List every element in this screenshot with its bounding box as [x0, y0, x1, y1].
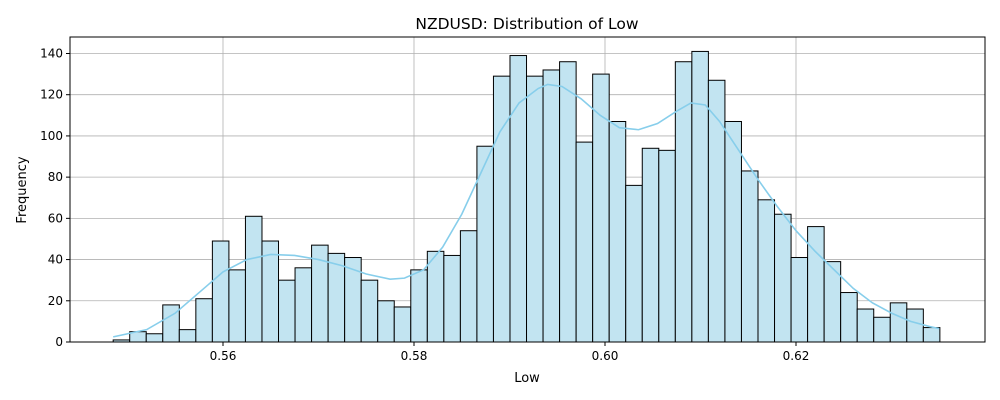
histogram-bar	[840, 292, 858, 343]
histogram-bar	[178, 329, 197, 343]
histogram-bar	[244, 215, 263, 343]
histogram-bar	[377, 300, 395, 343]
y-tick-label: 80	[48, 170, 63, 184]
histogram-bar	[873, 316, 891, 343]
histogram-bar	[658, 149, 676, 343]
x-axis-label: Low	[514, 371, 540, 386]
histogram-bar	[608, 120, 627, 343]
chart-title: NZDUSD: Distribution of Low	[415, 15, 638, 33]
histogram-bar	[145, 333, 164, 343]
histogram-bar	[856, 308, 875, 343]
y-tick-label: 100	[40, 129, 63, 143]
histogram-bar	[526, 75, 544, 343]
histogram-bar	[807, 226, 825, 343]
histogram-bar	[641, 147, 660, 343]
histogram-bar	[740, 170, 759, 343]
y-tick-label: 20	[48, 294, 63, 308]
histogram-bar	[211, 240, 230, 343]
histogram-bars	[112, 50, 941, 343]
histogram-bar	[360, 279, 379, 343]
histogram-bar	[542, 69, 561, 343]
y-tick-label: 120	[40, 88, 63, 102]
x-tick-label: 0.58	[401, 349, 428, 363]
histogram-bar	[443, 254, 461, 343]
histogram-bar	[162, 304, 180, 343]
histogram-bar	[790, 257, 809, 343]
y-tick-label: 0	[55, 335, 63, 349]
histogram-bar	[906, 308, 924, 343]
histogram-bar	[228, 269, 246, 343]
histogram-bar	[492, 75, 511, 343]
histogram-bar	[410, 269, 428, 343]
x-tick-label: 0.56	[210, 349, 237, 363]
histogram-bar	[294, 267, 313, 343]
histogram-bar	[592, 73, 610, 343]
kde-curve	[113, 83, 940, 338]
y-axis-label: Frequency	[15, 156, 30, 223]
histogram-bar	[559, 61, 577, 343]
histogram-bar	[757, 199, 776, 343]
histogram-bar	[707, 79, 726, 343]
histogram-bar	[724, 120, 742, 343]
histogram-bar	[278, 279, 296, 343]
y-tick-label: 60	[48, 211, 63, 225]
histogram-bar	[691, 50, 709, 343]
x-tick-label: 0.62	[783, 349, 810, 363]
axis-ticks: 0.56 0.58 0.60 0.62 0 20 40 60 80 100 120 140	[40, 46, 809, 363]
histogram-bar	[774, 213, 792, 343]
histogram-bar	[575, 141, 594, 343]
histogram-bar	[889, 302, 908, 343]
histogram-bar	[195, 298, 213, 343]
histogram-bar	[922, 327, 941, 343]
plot-frame	[69, 36, 986, 343]
histogram-bar	[426, 250, 445, 343]
histogram-bar	[459, 230, 478, 343]
y-tick-label: 40	[48, 253, 63, 267]
histogram-bar	[327, 252, 346, 343]
histogram-bar	[393, 306, 412, 343]
y-tick-label: 140	[40, 46, 63, 60]
histogram-bar	[625, 184, 643, 343]
x-tick-label: 0.60	[592, 349, 619, 363]
